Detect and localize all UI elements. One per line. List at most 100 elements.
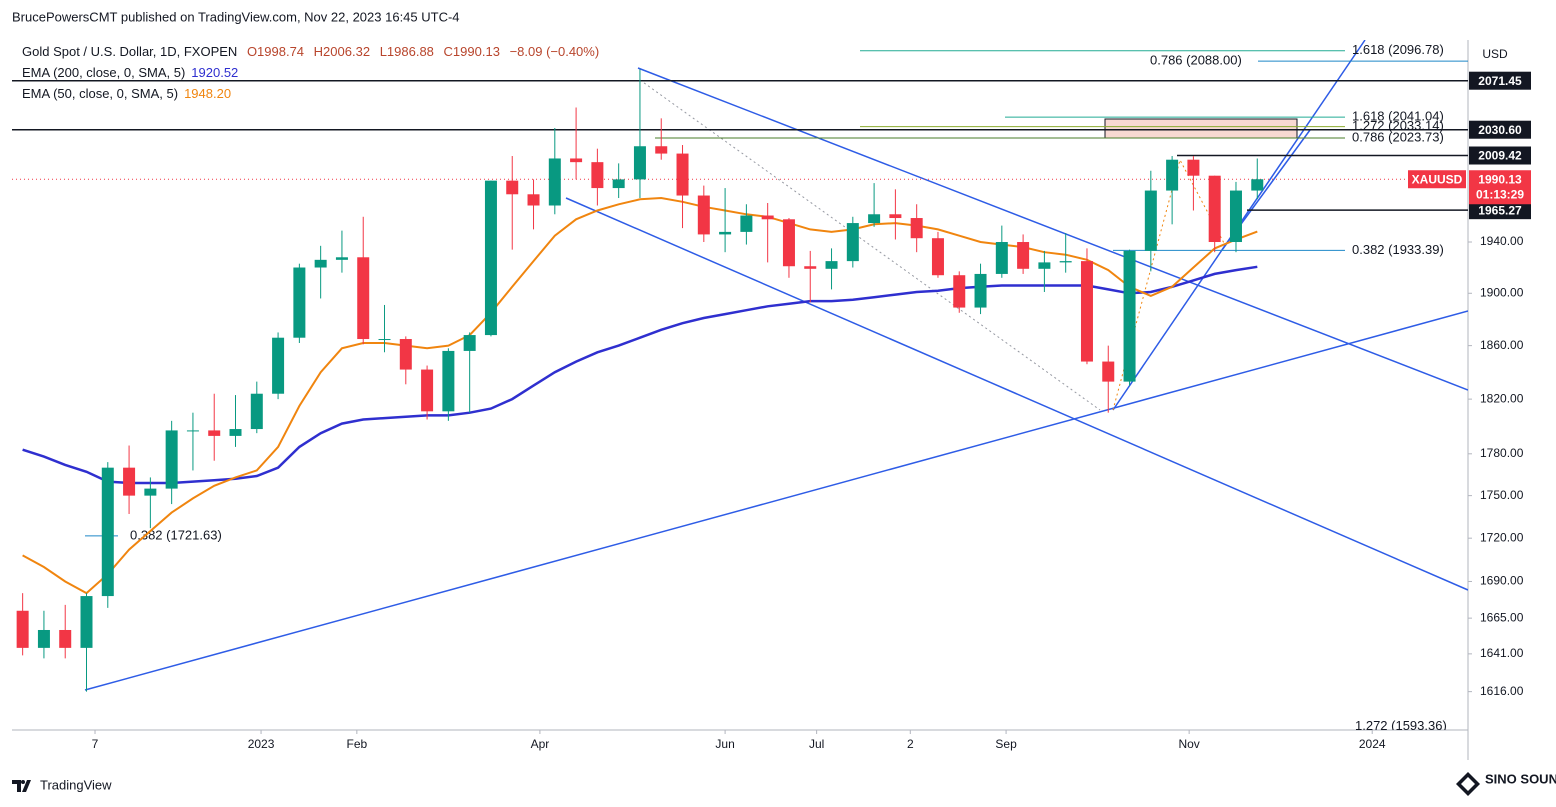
candle-body — [931, 238, 944, 276]
fib-label: 1.618 (2096.78) — [1352, 42, 1444, 57]
level-tag — [1469, 71, 1531, 90]
price-tag-value: 1990.13 — [1478, 172, 1522, 186]
candle-body — [1123, 250, 1136, 382]
candle-body — [1038, 262, 1051, 269]
symbol: Gold Spot / U.S. Dollar, 1D, FXOPEN — [22, 44, 237, 59]
y-tick-label: 1860.00 — [1480, 338, 1524, 352]
candle-body — [804, 266, 817, 269]
legend-value: 1920.52 — [191, 65, 238, 80]
candle-body — [484, 180, 497, 336]
x-tick-label: Feb — [346, 737, 367, 751]
fib-label: 1.272 (1593.36) — [1355, 718, 1447, 733]
candle-body — [740, 215, 753, 232]
candle-body — [37, 629, 50, 648]
candle-body — [442, 350, 455, 412]
candle-body — [463, 335, 476, 351]
x-tick-label: Jul — [809, 737, 824, 751]
candle-body — [655, 146, 668, 154]
candle-body — [1166, 159, 1179, 191]
candle-body — [612, 179, 625, 189]
x-tick-label: Apr — [531, 737, 550, 751]
legend-entry: EMA (50, close, 0, SMA, 5) 1948.20 — [22, 86, 231, 101]
fib-label: 1.618 (2041.04) — [1352, 109, 1444, 124]
x-tick-label: Jun — [715, 737, 734, 751]
legend-value: 1948.20 — [184, 86, 231, 101]
candle-body — [399, 339, 412, 370]
y-tick-label: 1900.00 — [1480, 285, 1524, 299]
level-tag-label: 2071.45 — [1478, 74, 1522, 88]
price-tag-countdown: 01:13:29 — [1476, 187, 1524, 201]
y-tick-label: 1780.00 — [1480, 446, 1524, 460]
candle-body — [123, 467, 136, 496]
level-tag-label: 2009.42 — [1478, 149, 1522, 163]
fib-label: 0.786 (2088.00) — [1150, 53, 1242, 68]
x-tick-label: 2023 — [248, 737, 275, 751]
x-tick-label: Nov — [1178, 737, 1199, 751]
candle-body — [697, 195, 710, 235]
trend-line — [565, 197, 1468, 591]
candle-body — [1102, 361, 1115, 382]
price-tag — [1469, 170, 1531, 205]
dotted-line — [639, 79, 1101, 411]
ohlc-high: H2006.32 — [314, 44, 370, 59]
symbol-tag-label: XAUUSD — [1412, 172, 1463, 186]
candle-body — [1144, 190, 1157, 251]
candle-body — [250, 393, 263, 430]
candle-body — [186, 430, 199, 432]
candle-body — [421, 369, 434, 412]
candle-body — [719, 231, 732, 235]
ohlc-low: L1986.88 — [380, 44, 434, 59]
x-tick-label: 2024 — [1359, 737, 1386, 751]
candle-body — [974, 273, 987, 308]
fib-label: 0.382 (1933.39) — [1352, 242, 1444, 257]
watermark: SINO SOUND — [1485, 771, 1556, 786]
candle-body — [1229, 190, 1242, 243]
x-tick-label: 7 — [92, 737, 99, 751]
level-tag — [1469, 201, 1531, 220]
ema-line — [22, 196, 1258, 595]
candle-body — [527, 194, 540, 206]
candle-body — [1251, 179, 1264, 191]
x-tick-label: Sep — [995, 737, 1017, 751]
layout — [12, 40, 1480, 796]
level-tag-label: 1965.27 — [1478, 203, 1522, 217]
candle-body — [144, 488, 157, 496]
candle-body — [825, 261, 838, 269]
candle-body — [293, 267, 306, 338]
ema-line — [22, 265, 1258, 485]
candle-body — [16, 610, 29, 648]
candle-body — [676, 153, 689, 196]
level-tag — [1469, 120, 1531, 139]
candle-body — [208, 430, 221, 436]
y-tick-label: 1750.00 — [1480, 488, 1524, 502]
candle-body — [995, 242, 1008, 274]
candle-body — [1017, 242, 1030, 269]
fib-label: 0.382 (1721.63) — [130, 527, 222, 542]
watermark-icon — [1456, 772, 1480, 796]
candle-body — [846, 223, 859, 262]
currency: USD — [1482, 47, 1508, 61]
level-tag-label: 2030.60 — [1478, 123, 1522, 137]
candle-body — [889, 214, 902, 219]
plot-area: 1.618 (2096.78) 0.786 (2088.00) 1.618 (204… — [12, 42, 1468, 733]
candle-body — [506, 180, 519, 195]
y-tick-label: 1720.00 — [1480, 530, 1524, 544]
zone — [1104, 118, 1298, 139]
x-tick-label: 2 — [907, 737, 914, 751]
candle-body — [357, 257, 370, 340]
candle-body — [80, 596, 93, 648]
candle-body — [761, 215, 774, 220]
y-tick-label: 1665.00 — [1480, 610, 1524, 624]
legend-entry: EMA (200, close, 0, SMA, 5) 1920.52 — [22, 65, 238, 80]
level-tag — [1469, 146, 1531, 165]
legend-name: EMA (200, close, 0, SMA, 5) — [22, 65, 185, 80]
candle-body — [229, 429, 242, 436]
candle-body — [1080, 261, 1093, 362]
candle-body — [570, 158, 583, 163]
candle-body — [59, 629, 72, 648]
y-tick-label: 1616.00 — [1480, 684, 1524, 698]
publisher: BrucePowersCMT published on TradingView.… — [12, 9, 460, 24]
legend-name: EMA (50, close, 0, SMA, 5) — [22, 86, 178, 101]
brand: TradingView — [40, 777, 112, 792]
